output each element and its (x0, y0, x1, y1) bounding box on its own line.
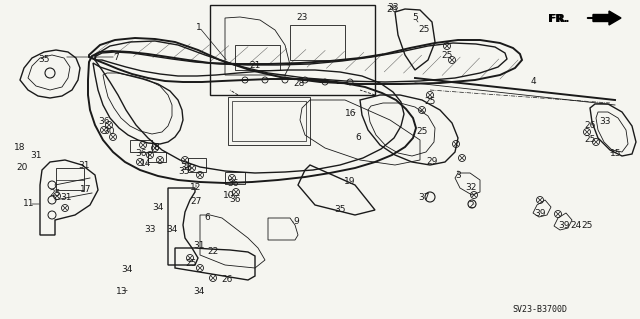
Text: 5: 5 (412, 13, 418, 23)
Bar (225, 172, 245, 184)
Bar (56, 168, 84, 190)
Text: 35: 35 (334, 204, 346, 213)
Text: 12: 12 (190, 182, 202, 191)
Bar (210, 5, 375, 95)
Text: 20: 20 (16, 164, 28, 173)
Text: 31: 31 (30, 151, 42, 160)
Text: 38: 38 (180, 162, 192, 172)
FancyArrow shape (593, 11, 621, 25)
Text: 21: 21 (250, 61, 260, 70)
Text: 37: 37 (419, 194, 429, 203)
Text: 31: 31 (193, 241, 205, 249)
Text: 28: 28 (293, 78, 305, 87)
Text: 17: 17 (80, 184, 92, 194)
Text: 36: 36 (229, 196, 241, 204)
Text: 24: 24 (570, 220, 582, 229)
Text: 27: 27 (190, 197, 202, 206)
Text: FR.: FR. (548, 14, 567, 24)
Text: 34: 34 (152, 203, 164, 211)
Text: 16: 16 (345, 108, 356, 117)
Bar (130, 140, 152, 152)
Text: 25: 25 (49, 189, 61, 198)
Text: 29: 29 (426, 158, 438, 167)
Text: 31: 31 (78, 160, 90, 169)
Bar (188, 158, 206, 172)
Text: 25: 25 (442, 50, 452, 60)
Bar (290, 25, 345, 60)
Text: 31: 31 (60, 194, 72, 203)
Bar (235, 45, 280, 70)
Text: 11: 11 (23, 199, 35, 209)
Text: 36: 36 (99, 117, 109, 127)
Bar (232, 101, 306, 141)
Text: 8: 8 (153, 143, 159, 152)
Text: 14: 14 (140, 159, 152, 167)
Text: FR.: FR. (550, 14, 570, 24)
Text: 7: 7 (113, 53, 119, 62)
Text: 15: 15 (611, 149, 621, 158)
Text: 36: 36 (227, 179, 239, 188)
Text: 9: 9 (293, 218, 299, 226)
Text: 35: 35 (38, 56, 50, 64)
Text: 30: 30 (103, 128, 115, 137)
Text: 33: 33 (599, 117, 611, 127)
Text: 36: 36 (135, 150, 147, 159)
Text: 33: 33 (144, 225, 156, 234)
Bar (148, 152, 166, 162)
Text: SV23-B3700D: SV23-B3700D (512, 306, 567, 315)
Text: 13: 13 (116, 286, 128, 295)
Text: 39: 39 (534, 209, 546, 218)
Text: 26: 26 (221, 275, 233, 284)
Text: 32: 32 (465, 183, 477, 192)
Text: 34: 34 (193, 286, 205, 295)
Text: 4: 4 (530, 78, 536, 86)
Text: 6: 6 (204, 213, 210, 222)
Text: 1: 1 (196, 23, 202, 32)
Text: 6: 6 (355, 133, 361, 143)
Text: 2: 2 (468, 201, 474, 210)
Text: 33: 33 (387, 4, 399, 12)
Text: 39: 39 (558, 221, 570, 231)
Text: 25: 25 (581, 221, 593, 231)
Text: 34: 34 (166, 225, 178, 234)
Text: 3: 3 (455, 170, 461, 180)
Text: 35: 35 (179, 167, 189, 176)
Text: 25: 25 (186, 258, 196, 268)
Text: 25: 25 (584, 135, 596, 144)
Text: 19: 19 (344, 176, 356, 186)
Text: 26: 26 (387, 5, 397, 14)
Text: 34: 34 (122, 265, 132, 275)
Text: 25: 25 (416, 128, 428, 137)
Text: 25: 25 (419, 25, 429, 33)
Text: 10: 10 (223, 191, 235, 201)
Text: 18: 18 (14, 144, 26, 152)
Text: 22: 22 (207, 247, 219, 256)
Text: 26: 26 (584, 121, 596, 130)
Text: 25: 25 (424, 98, 436, 107)
Text: 23: 23 (296, 13, 308, 23)
Bar (228, 97, 310, 145)
